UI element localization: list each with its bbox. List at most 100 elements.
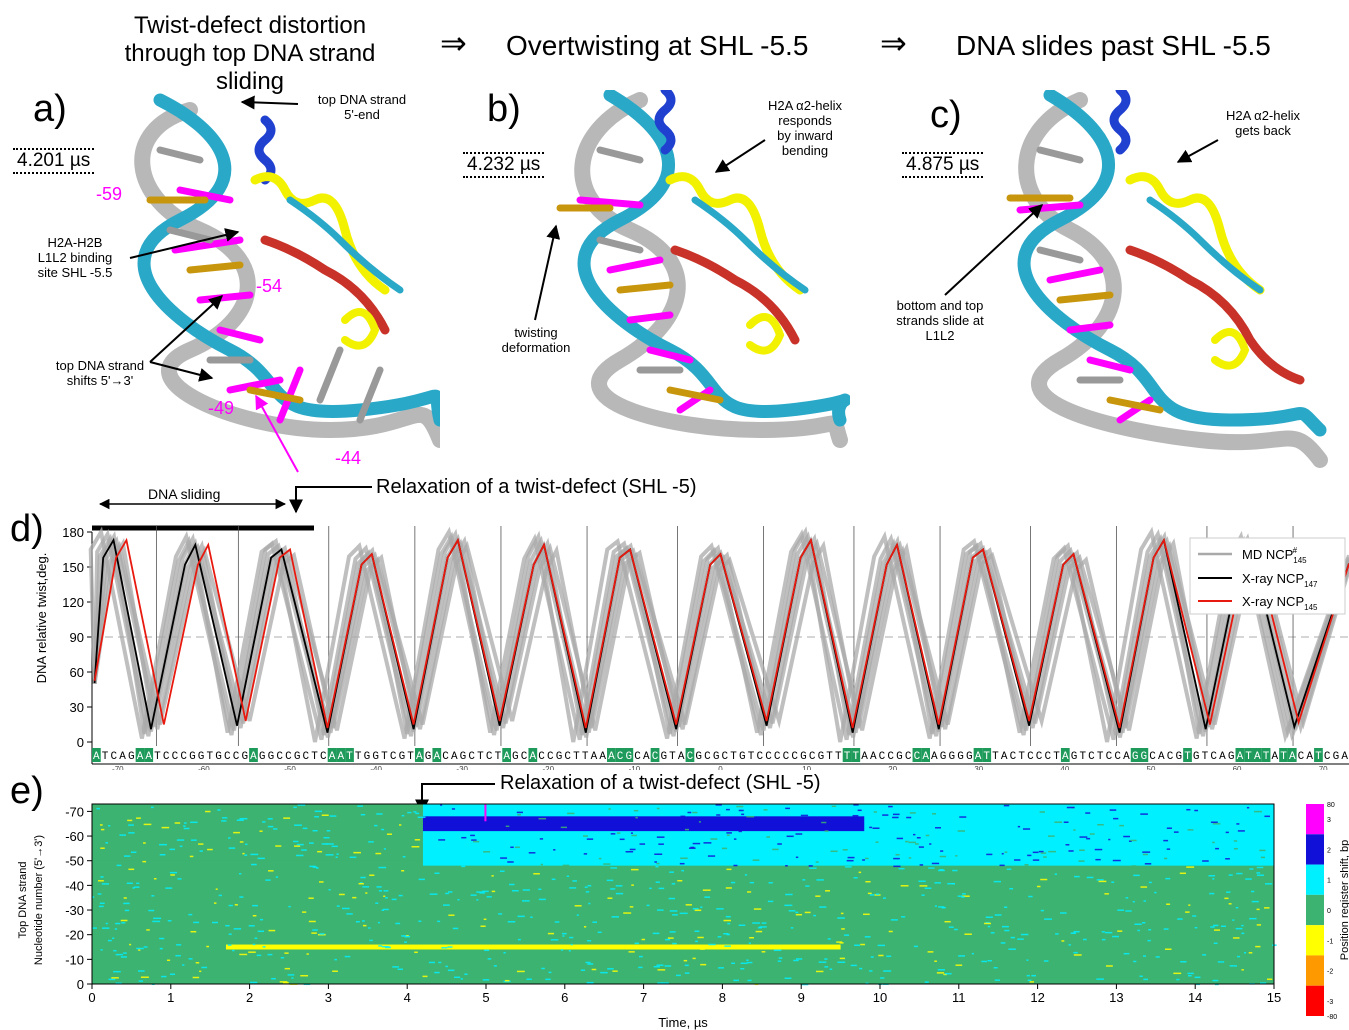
heatmap-speckle (123, 897, 127, 899)
seq-base: A (1306, 751, 1313, 763)
heatmap-speckle (633, 809, 639, 812)
heatmap-speckle (215, 888, 218, 890)
seq-base: T (102, 751, 109, 763)
heatmap-speckle (562, 935, 565, 937)
heatmap-speckle (746, 959, 749, 961)
heatmap-speckle (108, 978, 116, 981)
heatmap-speckle (98, 905, 104, 908)
x-tick-label: 6 (561, 990, 568, 1005)
heatmap-speckle (1133, 874, 1140, 877)
seq-base: G (241, 751, 248, 763)
heatmap-speckle (487, 958, 492, 960)
heatmap-speckle (99, 902, 105, 905)
y-tick-label: -10 (65, 952, 84, 967)
annotation-arrows (129, 95, 1219, 473)
relax-arrow-e (415, 783, 495, 814)
heatmap-speckle (482, 979, 490, 981)
seq-base: A (329, 751, 336, 763)
heatmap-speckle (901, 916, 906, 918)
heatmap-speckle (654, 861, 657, 863)
arrow-to-l1l2 (129, 228, 240, 259)
heatmap-speckle (610, 867, 618, 869)
seq-base: C (468, 751, 475, 763)
heatmap-speckle (631, 868, 639, 871)
heatmap-speckle (385, 897, 388, 899)
heatmap-speckle (796, 958, 803, 960)
heatmap-speckle (99, 824, 103, 826)
seq-base: G (425, 751, 432, 763)
panel-c-structure (1006, 90, 1328, 468)
heatmap-speckle (587, 963, 594, 965)
heatmap-speckle (653, 965, 660, 968)
dna-sliding-label: DNA sliding (148, 486, 221, 502)
heatmap-speckle (207, 848, 213, 851)
heatmap-speckle (111, 977, 119, 979)
heatmap-speckle (990, 932, 995, 934)
heatmap-speckle (447, 969, 455, 972)
heatmap-speckle (615, 892, 624, 895)
seq-base: G (512, 751, 519, 763)
heatmap-speckle (635, 816, 638, 819)
heatmap-speckle (724, 945, 731, 947)
heatmap-speckle (1078, 860, 1085, 862)
heatmap-speckle (761, 951, 766, 953)
arrow-1: ⇒ (440, 25, 467, 61)
colorbar-segment (1306, 955, 1324, 986)
seq-base: G (1193, 751, 1200, 763)
ann-helix-b-line1: H2A α2-helix (768, 98, 842, 113)
heatmap-speckle (994, 979, 1000, 981)
heatmap-speckle (959, 816, 967, 818)
heatmap-speckle (248, 951, 256, 953)
heatmap-speckle (296, 854, 304, 857)
heatmap-speckle (1040, 852, 1047, 854)
heatmap-speckle (815, 970, 824, 973)
heatmap-speckle (1224, 897, 1229, 900)
heatmap-speckle (1125, 897, 1129, 899)
heatmap-speckle (262, 946, 266, 948)
heatmap-speckle (483, 918, 487, 921)
heatmap-speckle (804, 911, 811, 914)
heatmap-speckle (126, 882, 133, 885)
heatmap-speckle (1215, 847, 1220, 850)
seq-base: C (879, 751, 886, 763)
seq-base: G (966, 751, 973, 763)
heatmap-speckle (211, 921, 219, 924)
heatmap-speckle (309, 842, 314, 844)
heatmap-speckle (882, 814, 889, 816)
heatmap-speckle (657, 982, 663, 984)
seq-highlight (1252, 748, 1262, 762)
heatmap-speckle (844, 934, 850, 936)
heatmap-speckle (225, 924, 230, 927)
heatmap-speckle (382, 908, 389, 911)
seq-base: A (599, 751, 606, 763)
heatmap-speckle (418, 878, 425, 881)
seq-base: A (250, 751, 257, 763)
panel-b-structure (556, 90, 850, 448)
heatmap-speckle (619, 838, 625, 841)
heatmap-speckle (1104, 931, 1113, 934)
colorbar-segment (1306, 925, 1324, 956)
heatmap-speckle (1104, 893, 1109, 895)
heatmap-speckle (795, 833, 803, 835)
heatmap-speckle (1028, 895, 1033, 898)
heatmap-speckle (625, 851, 634, 853)
heatmap-speckle (476, 899, 479, 901)
heatmap-speckle (598, 857, 602, 860)
ann-shift-line1: top DNA strand (55, 358, 145, 373)
heatmap-speckle (961, 893, 966, 895)
heatmap-speckle (228, 933, 232, 935)
y-tick-label: 120 (62, 595, 84, 610)
arrow-slide (944, 204, 1044, 296)
seq-base: G (128, 751, 135, 763)
heatmap-speckle (493, 965, 497, 967)
heatmap-speckle (161, 826, 170, 829)
heatmap-speckle (1210, 926, 1215, 928)
heatmap-speckle (752, 859, 760, 861)
heatmap-speckle (1098, 880, 1107, 883)
heatmap-speckle (169, 848, 176, 851)
heatmap-speckle (414, 839, 421, 841)
seq-base: C (1210, 751, 1217, 763)
heatmap-speckle (733, 864, 738, 867)
heatmap-speckle (383, 848, 386, 850)
heatmap-speckle (1086, 837, 1091, 840)
